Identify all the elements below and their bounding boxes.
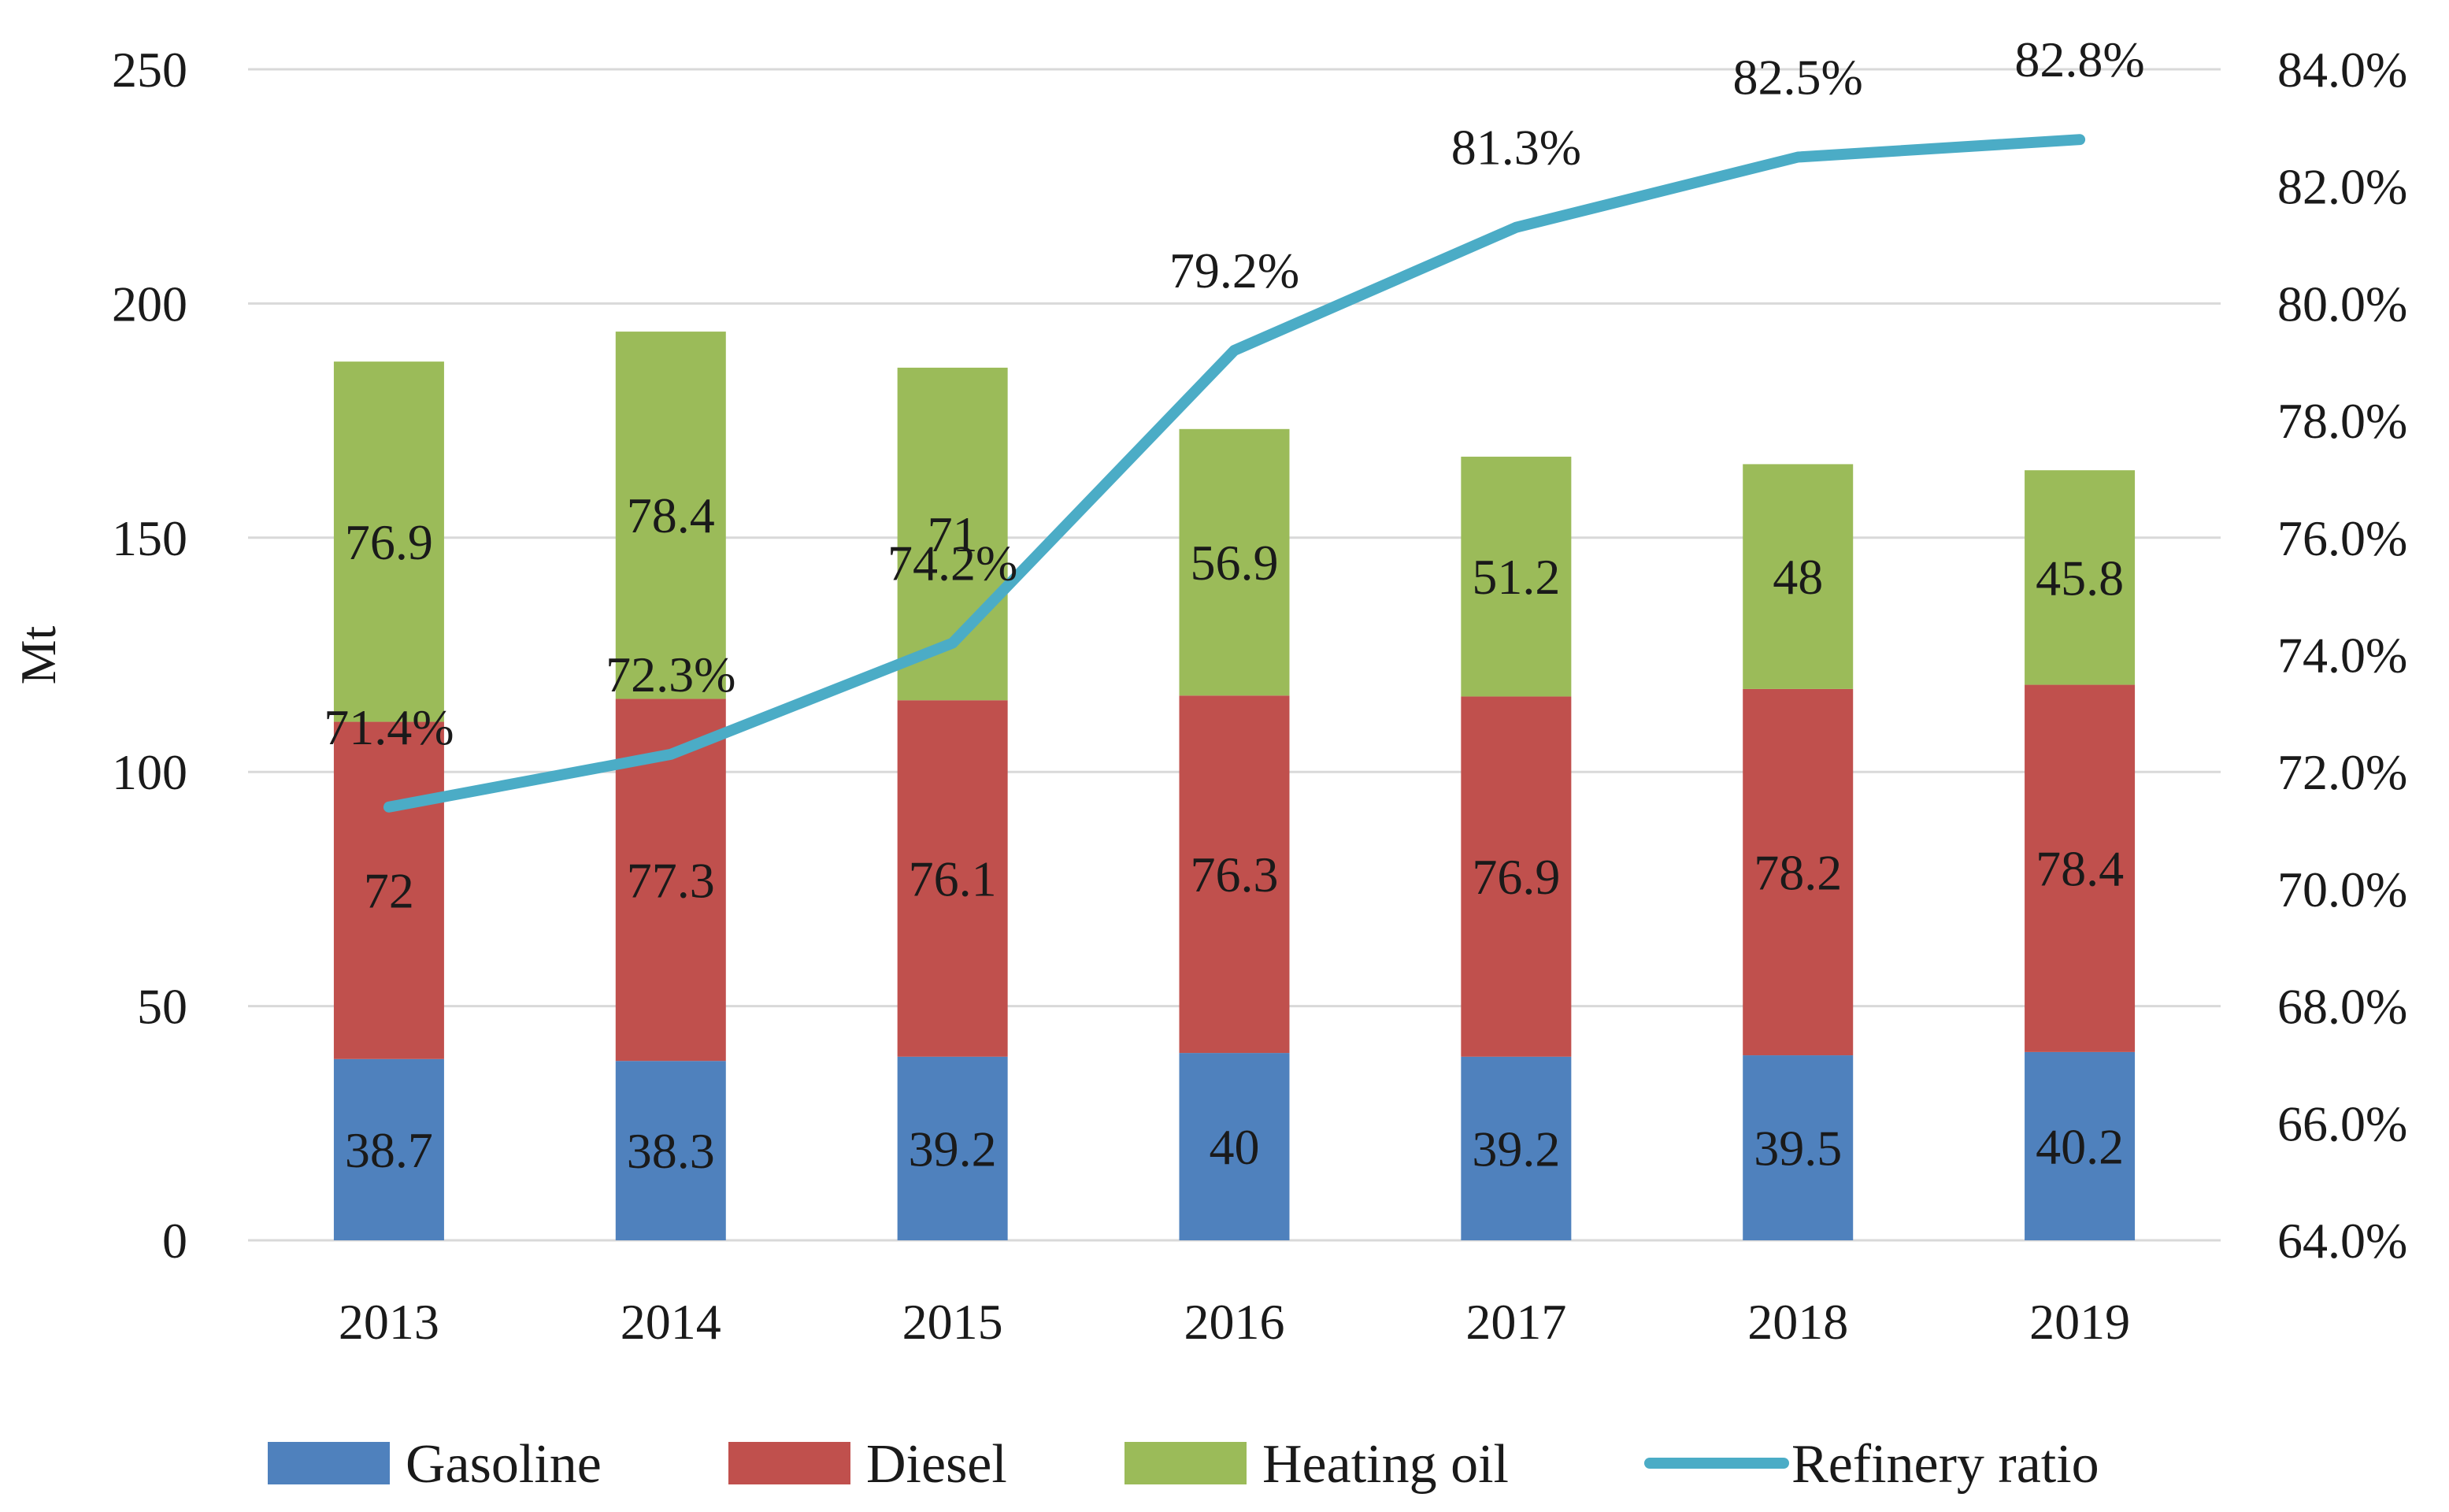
y-axis-title: Mt [10,625,66,684]
y2-tick-label: 74.0% [2277,628,2407,684]
y2-tick-label: 84.0% [2277,42,2407,98]
bar-value-label: 39.2 [1472,1121,1560,1177]
bar-value-label: 78.2 [1754,844,1842,900]
bar-value-label: 40 [1210,1119,1260,1175]
x-tick-label: 2019 [2029,1294,2130,1350]
refinery-ratio-label: 71.4% [324,699,454,755]
bar-value-label: 39.2 [909,1121,997,1177]
x-tick-label: 2017 [1465,1294,1566,1350]
x-tick-label: 2013 [339,1294,439,1350]
bar-heating-oil [615,332,726,699]
bar-value-label: 76.9 [1472,849,1560,905]
bar-gasoline [1179,1053,1290,1240]
legend-swatch-diesel [728,1442,850,1484]
y2-tick-label: 80.0% [2277,276,2407,332]
bar-gasoline [897,1056,1008,1240]
refinery-ratio-point [1515,226,1517,228]
bar-value-label: 38.7 [345,1122,433,1178]
x-tick-label: 2016 [1184,1294,1285,1350]
bar-value-label: 45.8 [2036,550,2124,606]
bar-diesel [333,721,444,1059]
bar-gasoline [615,1061,726,1240]
legend-label-diesel: Diesel [866,1434,1007,1495]
bar-heating-oil [1743,464,1854,689]
y2-tick-label: 64.0% [2277,1213,2407,1269]
bar-value-label: 78.4 [627,487,715,543]
bar-value-label: 76.9 [345,514,433,570]
y2-tick-label: 78.0% [2277,393,2407,449]
y-tick-label: 100 [112,744,187,800]
x-tick-label: 2014 [621,1294,721,1350]
bar-value-label: 78.4 [2036,841,2124,897]
axes: 0 50 100 150 200 250 64.0% 66.0% 68.0% 70.0% 72.0%… [112,42,2407,1350]
bar-heating-oil [2025,470,2136,685]
refinery-ratio-label: 74.2% [887,536,1017,591]
legend-label-refinery-ratio: Refinery ratio [1791,1434,2099,1495]
y-tick-label: 150 [112,510,187,566]
refinery-ratio-point [1797,156,1799,158]
y2-tick-label: 66.0% [2277,1095,2407,1151]
refinery-ratio-label: 82.8% [2014,32,2144,87]
bar-diesel [1743,688,1854,1056]
refinery-ratio-point [951,642,954,644]
y-tick-label: 0 [162,1213,187,1269]
bar-gasoline [1461,1056,1572,1240]
bar-value-label: 71 [928,506,978,562]
y-tick-label: 250 [112,42,187,98]
bar-value-label: 77.3 [627,852,715,908]
y2-tick-label: 72.0% [2277,744,2407,800]
bar-diesel [897,700,1008,1057]
legend-label-gasoline: Gasoline [406,1434,602,1495]
refinery-ratio-line [383,134,2086,813]
refinery-ratio-label: 79.2% [1169,243,1299,298]
legend-label-heating-oil: Heating oil [1262,1434,1509,1495]
data-labels: 38.7 72 76.9 38.3 77.3 78.4 39.2 76.1 71 40 76.3 56… [324,32,2144,1179]
legend: Gasoline Diesel Heating oil Refinery ratio [268,1434,2099,1495]
bar-gasoline [1743,1055,1854,1240]
bar-gasoline [333,1058,444,1240]
y2-tick-label: 82.0% [2277,159,2407,215]
bar-heating-oil [1179,428,1290,696]
bar-value-label: 51.2 [1472,549,1560,605]
refinery-ratio-point [387,806,390,808]
refinery-ratio-point [1233,349,1236,351]
x-tick-label: 2018 [1747,1294,1848,1350]
refinery-ratio-label: 81.3% [1451,120,1581,176]
bar-value-label: 40.2 [2036,1118,2124,1174]
y-tick-label: 50 [137,979,187,1035]
bar-value-label: 72 [364,863,414,919]
bar-value-label: 56.9 [1191,535,1279,591]
legend-swatch-heating-oil [1124,1442,1247,1484]
bar-value-label: 38.3 [627,1123,715,1179]
bar-heating-oil [1461,456,1572,697]
legend-swatch-gasoline [268,1442,390,1484]
refinery-ratio-label: 82.5% [1733,50,1863,106]
bar-value-label: 76.1 [909,851,997,907]
bar-diesel [1461,696,1572,1057]
bar-value-label: 48 [1773,549,1823,605]
x-tick-label: 2015 [902,1294,1003,1350]
y-tick-label: 200 [112,276,187,332]
bars [333,332,2136,1240]
bar-gasoline [2025,1051,2136,1240]
y2-tick-label: 68.0% [2277,979,2407,1035]
bar-diesel [2025,684,2136,1052]
refinery-ratio-point [669,753,672,755]
refinery-ratio-label: 72.3% [606,647,735,702]
bar-value-label: 76.3 [1191,847,1279,902]
y2-tick-label: 70.0% [2277,862,2407,917]
bar-value-label: 39.5 [1754,1121,1842,1177]
bar-diesel [1179,695,1290,1054]
refinery-ratio-point [2079,139,2081,141]
bar-heating-oil [333,361,444,722]
y2-tick-label: 76.0% [2277,510,2407,566]
